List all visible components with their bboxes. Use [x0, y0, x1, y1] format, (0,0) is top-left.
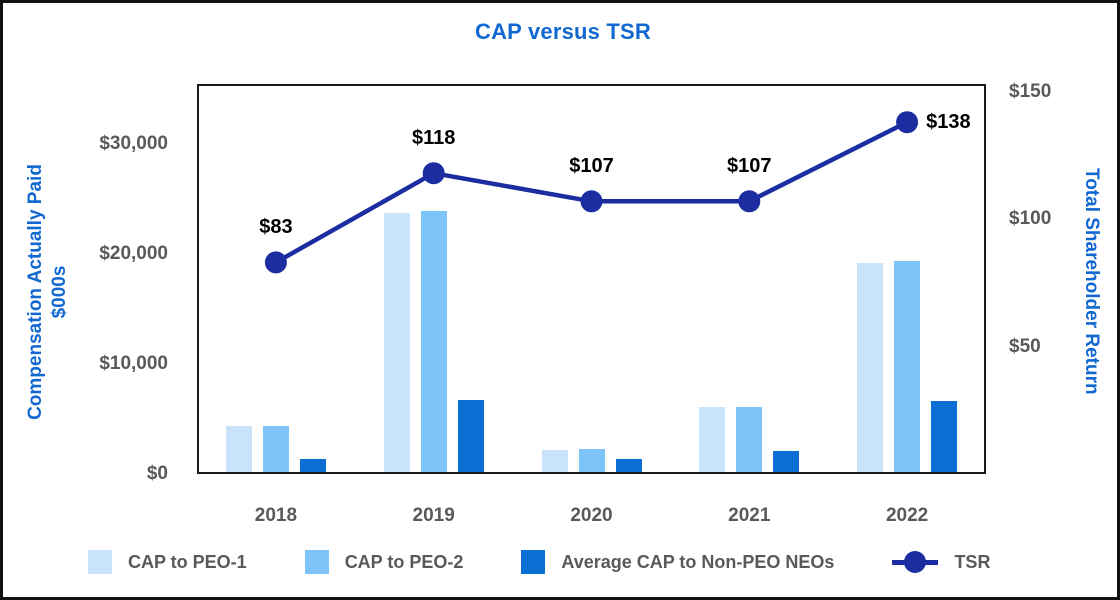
left-axis-tick: $0	[146, 463, 168, 484]
tsr-label-2020: $107	[569, 155, 614, 178]
tsr-label-2021: $107	[727, 155, 772, 178]
legend-label: CAP to PEO-2	[344, 551, 464, 572]
legend-swatch-icon	[304, 550, 329, 574]
bar-cap-to-peo-1-2021	[699, 407, 725, 472]
left-axis-label: Compensation Actually Paid $000s	[24, 127, 76, 457]
left-axis-tick: $20,000	[99, 243, 168, 265]
legend-item-tsr: TSR	[892, 550, 990, 574]
left-axis-tick: $10,000	[99, 353, 168, 375]
bar-cap-to-peo-2-2019	[421, 211, 447, 472]
left-axis-label-line1: Compensation Actually Paid	[25, 164, 46, 420]
bar-average-cap-to-non-peo-neos-2020	[616, 459, 642, 472]
bar-cap-to-peo-2-2020	[579, 449, 605, 472]
bar-cap-to-peo-2-2021	[736, 407, 762, 472]
legend-swatch-icon	[88, 550, 112, 574]
bar-cap-to-peo-2-2018	[263, 426, 289, 472]
x-axis-label-2021: 2021	[728, 505, 771, 526]
chart-title: CAP versus TSR	[474, 19, 652, 44]
x-axis-label-2022: 2022	[885, 505, 929, 526]
legend-label: TSR	[954, 551, 991, 572]
right-axis-label: Total Shareholder Return	[1081, 167, 1102, 395]
bar-average-cap-to-non-peo-neos-2021	[773, 451, 799, 472]
legend-line-marker-icon	[892, 550, 939, 574]
x-axis-label-2018: 2018	[254, 505, 298, 526]
bar-average-cap-to-non-peo-neos-2019	[458, 400, 484, 472]
legend-circle-icon	[904, 551, 927, 573]
bar-cap-to-peo-1-2020	[542, 450, 568, 472]
legend-label: CAP to PEO-1	[128, 551, 247, 572]
left-axis-tick: $30,000	[99, 133, 168, 155]
right-axis-tick: $50	[1009, 335, 1041, 357]
legend-swatch-icon	[521, 550, 546, 574]
right-axis-tick: $100	[1009, 208, 1052, 230]
legend-label: Average CAP to Non-PEO NEOs	[561, 551, 835, 572]
x-axis-label-2020: 2020	[570, 505, 613, 526]
tsr-label-2022: $138	[926, 111, 971, 134]
bar-average-cap-to-non-peo-neos-2022	[931, 401, 957, 472]
bar-cap-to-peo-1-2022	[857, 263, 883, 472]
bar-average-cap-to-non-peo-neos-2018	[300, 459, 326, 472]
legend-item-cap-to-peo-1: CAP to PEO-1	[88, 550, 247, 574]
tsr-label-2019: $118	[411, 127, 456, 150]
legend: CAP to PEO-1 CAP to PEO-2 Average CAP to N…	[88, 548, 990, 576]
x-axis-label-2019: 2019	[412, 505, 455, 526]
bar-cap-to-peo-2-2022	[894, 261, 920, 472]
tsr-label-2018: $83	[259, 216, 293, 239]
bar-cap-to-peo-1-2019	[384, 213, 410, 472]
legend-item-cap-to-peo-2: CAP to PEO-2	[304, 550, 464, 574]
legend-item-average-cap-to-non-peo-neos: Average CAP to Non-PEO NEOs	[521, 550, 834, 574]
right-axis-tick: $150	[1009, 80, 1052, 102]
bar-cap-to-peo-1-2018	[226, 426, 252, 472]
left-axis-label-line2: $000s	[49, 265, 70, 319]
